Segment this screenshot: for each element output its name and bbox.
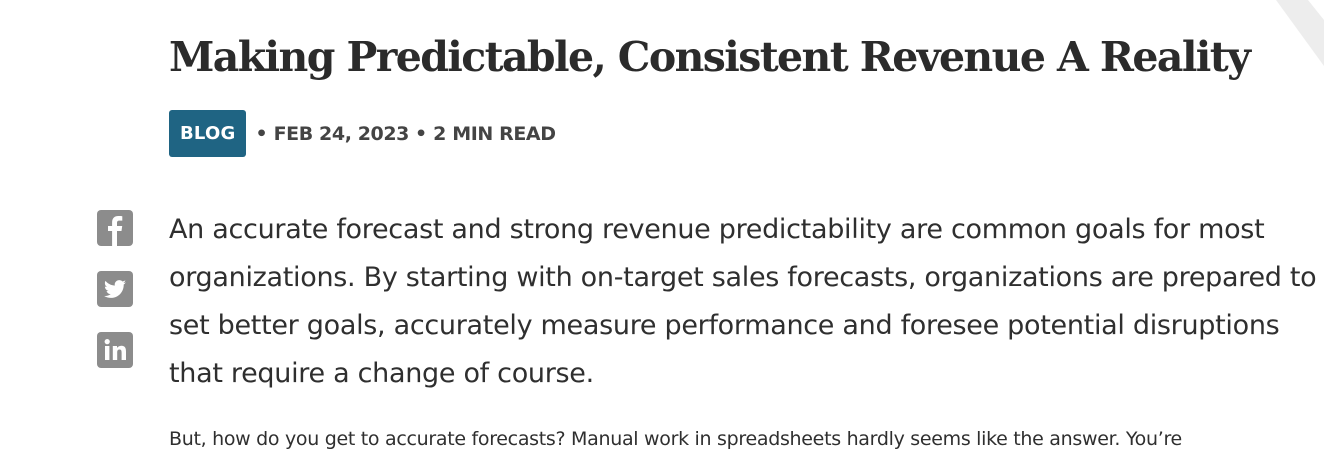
- twitter-icon: [97, 271, 133, 307]
- linkedin-icon: [97, 332, 133, 368]
- lead-line: organizations. By starting with on-targe…: [169, 262, 1317, 293]
- lead-line: that require a change of course.: [169, 358, 594, 389]
- decorative-corner-shape: [1276, 0, 1324, 66]
- lead-line: An accurate forecast and strong revenue …: [169, 214, 1265, 245]
- twitter-share-button[interactable]: [97, 271, 133, 307]
- meta-separator: •: [255, 122, 268, 145]
- article-body-paragraph: But, how do you get to accurate forecast…: [169, 428, 1182, 450]
- publish-date: FEB 24, 2023: [273, 122, 410, 145]
- facebook-share-button[interactable]: [97, 210, 133, 246]
- lead-line: set better goals, accurately measure per…: [169, 310, 1280, 341]
- article-title: Making Predictable, Consistent Revenue A…: [169, 33, 1251, 81]
- category-badge[interactable]: BLOG: [169, 110, 247, 157]
- meta-separator: •: [415, 122, 428, 145]
- read-time: 2 MIN READ: [433, 122, 556, 145]
- article-meta: BLOG • FEB 24, 2023 • 2 MIN READ: [169, 110, 556, 157]
- article-lead-paragraph: An accurate forecast and strong revenue …: [169, 206, 1324, 398]
- facebook-icon: [97, 210, 133, 246]
- share-buttons: [97, 210, 133, 393]
- linkedin-share-button[interactable]: [97, 332, 133, 368]
